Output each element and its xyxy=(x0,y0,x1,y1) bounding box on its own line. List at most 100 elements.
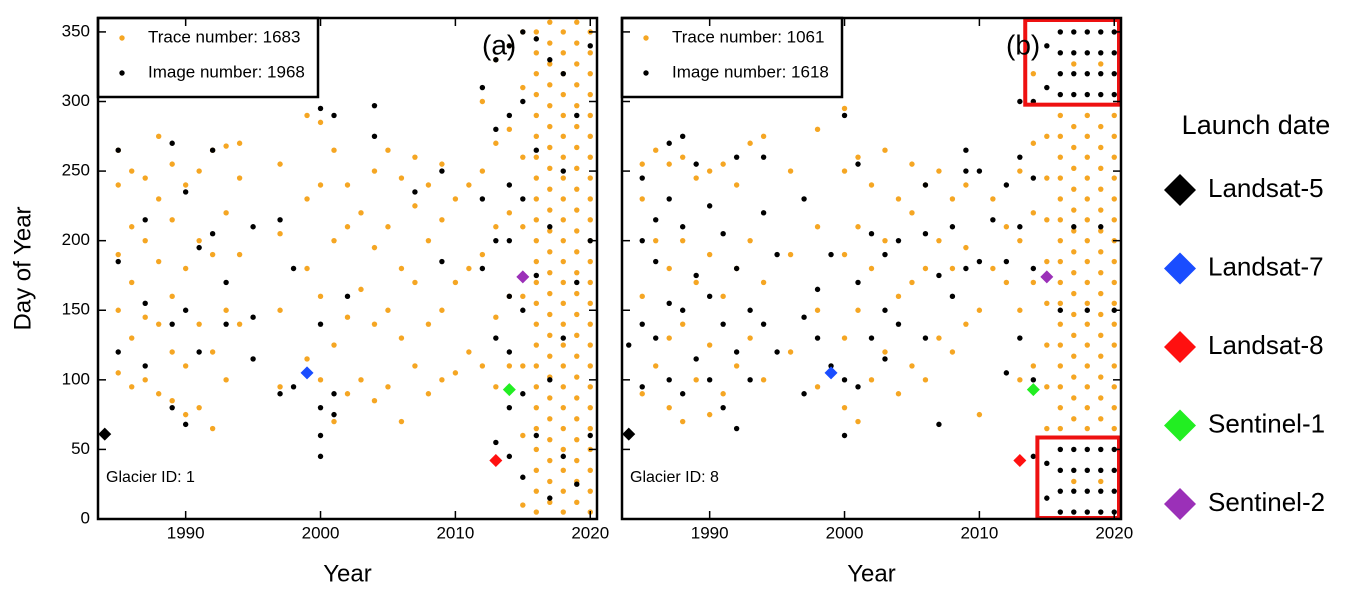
point xyxy=(1057,342,1064,348)
point xyxy=(129,168,135,174)
point xyxy=(466,265,472,272)
point xyxy=(574,186,580,192)
point xyxy=(747,237,753,244)
point xyxy=(1084,363,1090,369)
point xyxy=(1098,311,1104,318)
point xyxy=(1003,370,1010,376)
point xyxy=(412,189,418,195)
point xyxy=(990,196,996,202)
point xyxy=(479,265,486,272)
point xyxy=(936,168,942,174)
point xyxy=(1017,168,1023,174)
point xyxy=(196,237,202,244)
point xyxy=(1071,165,1077,171)
point xyxy=(547,57,553,63)
panel: Trace number: 1683 Image number: 1968 (a) G… xyxy=(9,16,609,587)
point xyxy=(587,488,593,494)
point xyxy=(223,279,229,286)
point xyxy=(547,249,553,255)
point xyxy=(587,363,593,369)
point xyxy=(587,133,593,139)
point xyxy=(236,251,243,258)
point xyxy=(574,102,580,109)
point xyxy=(922,377,929,383)
point xyxy=(533,70,540,77)
point xyxy=(371,398,378,404)
point xyxy=(412,154,418,160)
point xyxy=(909,161,915,167)
point xyxy=(1084,300,1090,306)
point xyxy=(506,293,513,300)
point xyxy=(801,314,807,320)
point xyxy=(304,112,310,119)
point xyxy=(574,19,580,25)
point xyxy=(587,384,593,390)
point xyxy=(196,349,202,355)
point xyxy=(868,335,875,341)
point xyxy=(155,196,162,202)
point xyxy=(1044,425,1050,432)
point xyxy=(1057,279,1064,286)
point xyxy=(574,279,580,286)
point xyxy=(1057,258,1064,265)
point xyxy=(533,133,540,139)
launch-marker xyxy=(824,366,838,380)
point xyxy=(439,217,445,223)
point xyxy=(936,421,942,428)
point xyxy=(841,335,848,341)
point xyxy=(533,404,540,411)
x-tick-label: 2020 xyxy=(1095,523,1133,542)
point xyxy=(560,342,566,348)
point xyxy=(1111,300,1117,306)
point xyxy=(882,307,888,313)
point xyxy=(882,237,888,244)
point xyxy=(1084,384,1090,390)
point xyxy=(506,112,513,119)
point xyxy=(1030,210,1037,216)
point xyxy=(1111,467,1117,473)
point xyxy=(331,411,337,418)
point xyxy=(533,425,540,432)
point xyxy=(1084,279,1090,286)
point xyxy=(733,182,740,188)
point xyxy=(1098,446,1104,453)
point xyxy=(1111,363,1117,369)
point xyxy=(720,231,726,237)
point xyxy=(1044,495,1050,501)
point xyxy=(1057,300,1064,306)
point xyxy=(142,300,148,306)
point xyxy=(1084,237,1090,244)
point xyxy=(533,147,540,153)
point xyxy=(250,314,256,320)
legend-marker xyxy=(119,35,125,41)
point xyxy=(142,377,148,383)
point xyxy=(666,300,672,306)
point xyxy=(1098,353,1104,359)
point xyxy=(506,349,513,355)
point xyxy=(560,384,566,390)
launch-legend-marker xyxy=(1164,331,1196,363)
point xyxy=(331,391,337,397)
point xyxy=(331,418,337,425)
point xyxy=(560,258,566,265)
legend-label: Trace number: 1683 xyxy=(148,27,300,46)
launch-marker xyxy=(622,427,636,441)
point xyxy=(666,335,672,341)
point xyxy=(936,237,942,244)
legend-marker xyxy=(643,35,649,41)
point xyxy=(277,231,283,237)
point xyxy=(1111,258,1117,265)
point xyxy=(1044,460,1050,467)
point xyxy=(1098,509,1104,515)
point xyxy=(1084,70,1090,77)
point xyxy=(533,300,540,306)
point xyxy=(547,311,553,318)
point xyxy=(236,175,243,181)
point xyxy=(855,307,861,313)
point xyxy=(547,19,553,25)
point xyxy=(547,436,553,443)
point xyxy=(1098,478,1104,485)
point xyxy=(371,244,378,251)
point xyxy=(1017,237,1023,244)
point xyxy=(344,391,351,397)
